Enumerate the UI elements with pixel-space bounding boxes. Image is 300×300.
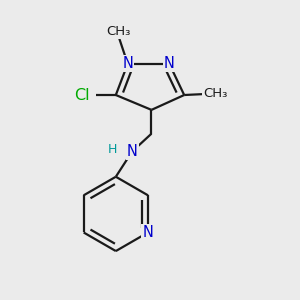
Text: N: N <box>122 56 133 71</box>
Text: N: N <box>164 56 175 71</box>
Text: CH₃: CH₃ <box>106 25 131 38</box>
Text: H: H <box>108 142 118 156</box>
Text: Cl: Cl <box>74 88 89 103</box>
Text: N: N <box>142 225 153 240</box>
Text: CH₃: CH₃ <box>203 87 228 100</box>
Text: N: N <box>127 144 138 159</box>
